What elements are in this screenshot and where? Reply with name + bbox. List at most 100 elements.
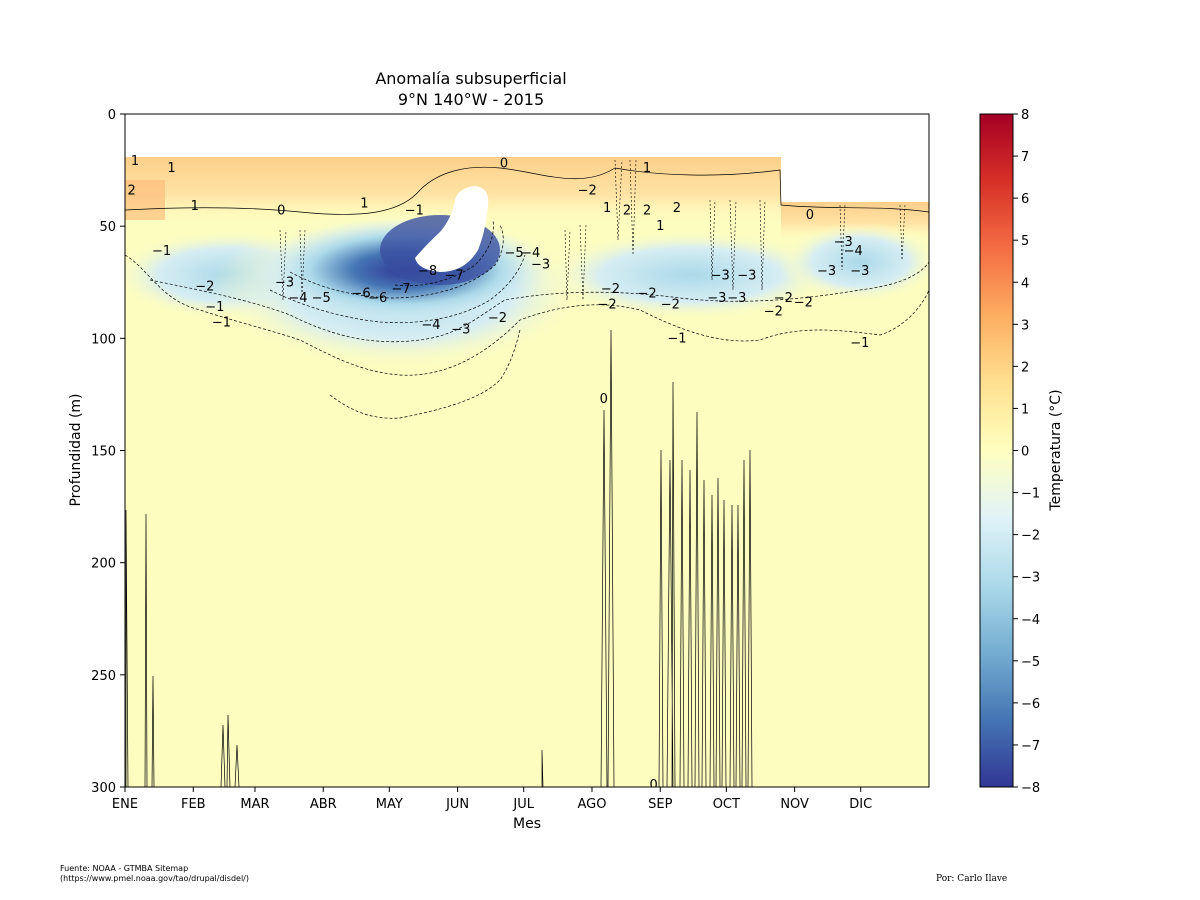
contour-label: 1 [131, 154, 139, 169]
contour-label: −1 [205, 300, 224, 315]
x-tick-label: MAR [240, 797, 269, 812]
colorbar-tick-label: −1 [1021, 487, 1040, 502]
source-note: Fuente: NOAA - GTMBA Sitemap (https://ww… [60, 864, 249, 883]
contour-label: −3 [817, 264, 836, 279]
x-tick-label: DIC [849, 797, 872, 812]
y-axis: 0 50 100 150 200 250 300 [91, 108, 125, 796]
contour-spikes-surface [279, 159, 906, 301]
cool-band-nov-dic [780, 222, 929, 302]
contour-label: −2 [661, 298, 680, 313]
author-note: Por: Carlo Ilave [936, 874, 1008, 884]
contour-label: −3 [275, 275, 294, 290]
x-tick-label: ENE [112, 797, 138, 812]
contour-label: −8 [418, 264, 437, 279]
contour-label: −1 [152, 244, 171, 259]
colorbar-tick-label: 7 [1021, 150, 1029, 165]
contour-label: −2 [794, 295, 813, 310]
contour-label: −3 [850, 264, 869, 279]
contour-label: 1 [656, 219, 664, 234]
y-tick-label: 50 [99, 220, 116, 235]
contour-spikes-ago [600, 329, 753, 787]
cool-band-jul-oct [540, 230, 840, 320]
chart-subtitle: 9°N 140°W - 2015 [398, 90, 544, 109]
contour-line-m5 [289, 224, 504, 299]
x-tick-label: MAY [376, 797, 403, 812]
colorbar-tick-label: −6 [1021, 697, 1040, 712]
contour-labels: 1 121 0 1 −10−211 2 212 0−1−2−1−1−3−4 −5 −6−6−7−8… [128, 154, 870, 793]
colorbar-ticks: 8 7 6 5 4 3 2 1 0 −1 −2 −3 −4 −5 −6 −7 −8 [1013, 108, 1040, 796]
contour-label: 1 [167, 161, 175, 176]
contour-label: 0 [277, 203, 285, 218]
chart-title: Anomalía subsuperficial [375, 69, 566, 88]
contour-label: 0 [650, 778, 658, 793]
contour-label: −2 [601, 282, 620, 297]
y-tick-label: 0 [108, 108, 116, 123]
contour-label: 0 [806, 208, 814, 223]
colorbar-tick-label: −7 [1021, 739, 1040, 754]
saturated-region [415, 186, 489, 272]
contour-label: −1 [212, 316, 231, 331]
contour-label: 1 [360, 197, 368, 212]
contour-label: −2 [764, 304, 783, 319]
contour-label: −6 [368, 291, 387, 306]
contour-label: −5 [312, 291, 331, 306]
colorbar-tick-label: 0 [1021, 445, 1029, 460]
colorbar-tick-label: 5 [1021, 234, 1029, 249]
contour-line-0-upper [125, 166, 929, 215]
colorbar-tick-label: −3 [1021, 571, 1040, 586]
contour-label: −2 [598, 298, 617, 313]
contour-line-deep [329, 329, 521, 419]
contour-label: −2 [578, 183, 597, 198]
contour-label: −7 [391, 282, 410, 297]
x-tick-label: OCT [713, 797, 740, 812]
contour-label: 2 [673, 201, 681, 216]
y-tick-label: 100 [91, 332, 116, 347]
contour-label: −2 [195, 280, 214, 295]
colorbar-tick-label: 6 [1021, 192, 1029, 207]
contour-label: −3 [711, 269, 730, 284]
colorbar-tick-label: 4 [1021, 276, 1029, 291]
x-tick-label: AGO [577, 797, 606, 812]
y-tick-label: 250 [91, 669, 116, 684]
y-tick-label: 150 [91, 445, 116, 460]
contour-label: −5 [504, 246, 523, 261]
colorbar-tick-label: 1 [1021, 402, 1029, 417]
contour-label: −4 [521, 246, 540, 261]
heatmap-plot: 1 121 0 1 −10−211 2 212 0−1−2−1−1−3−4 −5 −6−6−7−8… [125, 114, 929, 793]
contour-label: −3 [737, 269, 756, 284]
contour-label: 2 [623, 203, 631, 218]
contour-label: −3 [727, 291, 746, 306]
contour-line-m1 [125, 254, 929, 376]
colorbar-tick-label: −2 [1021, 529, 1040, 544]
x-axis-title: Mes [513, 816, 541, 832]
x-axis: ENE FEB MAR ABR MAY JUN JUL AGO SEP OCT NOV DIC [112, 787, 872, 812]
x-tick-label: NOV [780, 797, 809, 812]
contour-label: −3 [451, 322, 470, 337]
contour-label: −4 [288, 291, 307, 306]
contour-label: −4 [421, 318, 440, 333]
contour-label: 1 [643, 161, 651, 176]
contour-label: 2 [128, 183, 136, 198]
contour-label: −4 [844, 244, 863, 259]
y-tick-label: 300 [91, 781, 116, 796]
colorbar-tick-label: 2 [1021, 360, 1029, 375]
x-tick-label: FEB [181, 797, 206, 812]
contour-label: −1 [405, 203, 424, 218]
contour-label: −1 [850, 336, 869, 351]
contour-label: 0 [600, 392, 608, 407]
contour-label: −2 [488, 311, 507, 326]
x-tick-label: SEP [648, 797, 672, 812]
warm-patch-jan [125, 180, 165, 220]
colorbar-tick-label: −5 [1021, 655, 1040, 670]
colorbar-title: Temperatura (°C) [1048, 389, 1064, 511]
y-axis-title: Profundidad (m) [68, 393, 84, 506]
contour-label: −7 [445, 269, 464, 284]
contour-label: −3 [707, 291, 726, 306]
x-tick-label: ABR [310, 797, 337, 812]
contour-label: 0 [500, 156, 508, 171]
contour-label: −2 [637, 286, 656, 301]
x-tick-label: JUL [512, 797, 534, 812]
colorbar-tick-label: 8 [1021, 108, 1029, 123]
contour-label: −3 [834, 235, 853, 250]
